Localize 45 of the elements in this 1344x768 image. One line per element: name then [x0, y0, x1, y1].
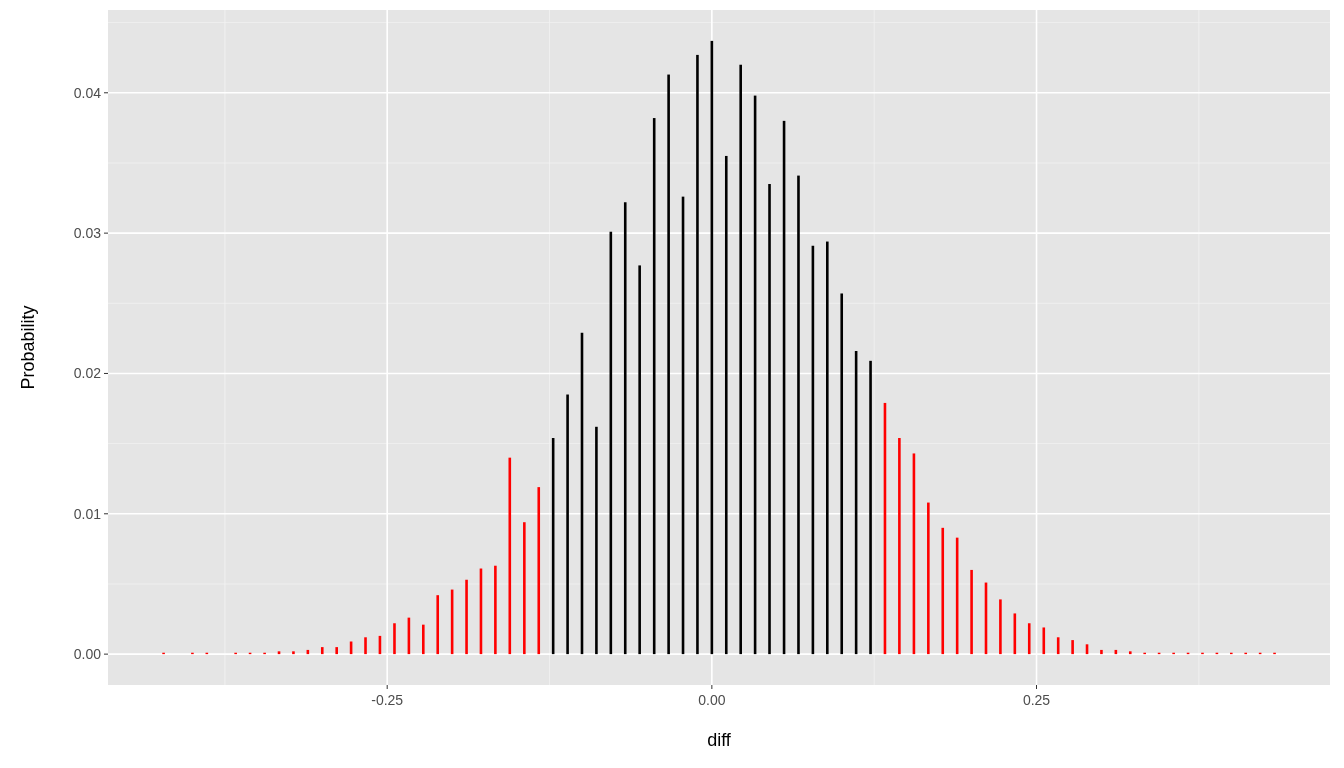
bar — [768, 184, 771, 655]
bar — [292, 651, 295, 655]
bar — [623, 202, 627, 655]
bar — [1100, 649, 1103, 655]
bar — [422, 624, 425, 655]
y-tick-label: 0.01 — [73, 505, 102, 522]
bar — [494, 565, 497, 655]
bar — [869, 360, 872, 655]
bar — [696, 54, 699, 655]
bar — [724, 155, 728, 655]
bar — [436, 595, 440, 655]
y-tick-label: 0.04 — [73, 84, 102, 101]
bar — [999, 599, 1002, 655]
bar — [898, 438, 901, 655]
bar — [1128, 651, 1132, 655]
y-axis-title: Probability — [18, 305, 38, 390]
bar — [537, 487, 541, 655]
bar — [1027, 623, 1031, 655]
bar — [508, 457, 512, 655]
bar — [595, 426, 598, 655]
bar — [840, 293, 844, 655]
bar — [465, 579, 468, 655]
bar — [320, 647, 324, 655]
bar — [393, 623, 396, 655]
bar — [826, 241, 829, 655]
bar — [739, 64, 742, 655]
bar — [927, 502, 930, 655]
x-tick-label: 0.25 — [1022, 692, 1051, 708]
x-tick-label: -0.25 — [371, 692, 404, 708]
bar — [667, 74, 670, 655]
bar — [335, 647, 338, 655]
bar — [1071, 640, 1074, 655]
bar — [638, 265, 641, 655]
bar — [364, 637, 367, 655]
y-tick-label: 0.02 — [73, 365, 102, 382]
bar — [797, 175, 800, 655]
bar — [523, 522, 526, 655]
bar — [566, 394, 569, 655]
x-tick-label: 0.00 — [698, 692, 726, 708]
bar — [941, 527, 945, 655]
bar — [970, 569, 973, 655]
y-tick-label: 0.00 — [73, 646, 102, 663]
x-axis-title: diff — [707, 730, 732, 750]
bar — [1042, 627, 1046, 655]
y-tick-label: 0.03 — [73, 225, 102, 242]
